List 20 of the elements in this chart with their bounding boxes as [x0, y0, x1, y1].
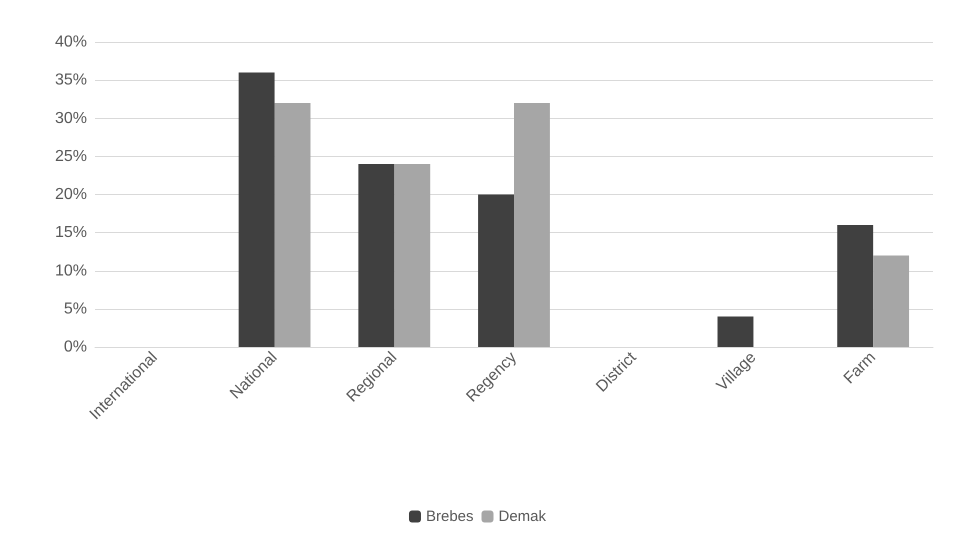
bar: [837, 225, 874, 347]
y-tick-label: 10%: [54, 262, 87, 280]
y-tick-label: 25%: [54, 148, 87, 165]
y-tick-label: 40%: [54, 34, 87, 50]
bar: [394, 164, 430, 347]
legend-label: Brebes: [426, 508, 474, 525]
y-tick-label: 30%: [54, 110, 87, 127]
bar: [358, 164, 394, 347]
y-tick-label: 35%: [54, 72, 87, 89]
y-tick-label: 0%: [64, 338, 87, 356]
bar: [478, 194, 514, 347]
legend-label: Demak: [498, 508, 547, 525]
y-tick-label: 5%: [64, 300, 87, 318]
bar: [238, 72, 275, 347]
bar: [873, 256, 910, 347]
bar: [718, 316, 754, 347]
bar: [274, 103, 310, 347]
y-tick-label: 20%: [54, 186, 87, 203]
y-tick-label: 15%: [54, 224, 87, 242]
bar: [514, 103, 550, 347]
